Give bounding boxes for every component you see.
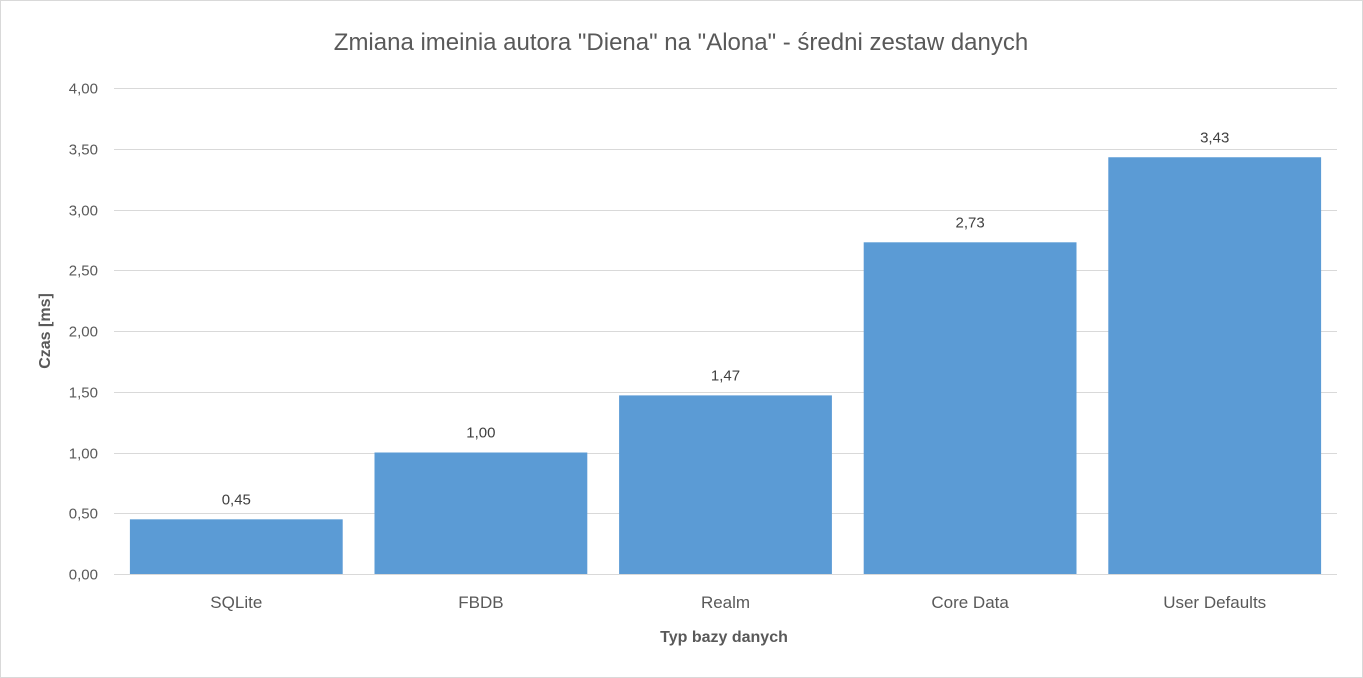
y-tick-label: 3,00 [69, 203, 98, 220]
y-tick-label: 0,00 [69, 567, 98, 584]
y-tick-label: 4,00 [69, 81, 98, 98]
y-tick-label: 3,50 [69, 142, 98, 159]
data-label: 1,47 [711, 367, 740, 384]
bar [129, 519, 343, 574]
y-tick-label: 0,50 [69, 506, 98, 523]
x-axis-categories: SQLite FBDB Realm Core Data User Defaults [210, 593, 1266, 612]
data-labels: 0,45 1,00 1,47 2,73 3,43 [222, 129, 1230, 508]
bar [619, 395, 832, 574]
y-tick-label: 1,50 [69, 385, 98, 402]
x-category-label: User Defaults [1163, 593, 1266, 612]
bar [374, 452, 588, 574]
bar [863, 242, 1077, 574]
x-category-label: Core Data [931, 593, 1009, 612]
x-category-label: FBDB [458, 593, 503, 612]
x-category-label: SQLite [210, 593, 262, 612]
chart-title: Zmiana imeinia autora "Diena" na "Alona"… [334, 29, 1028, 56]
x-axis-title: Typ bazy danych [660, 629, 788, 646]
bars [129, 157, 1322, 574]
data-label: 2,73 [955, 214, 984, 231]
bar [1108, 157, 1322, 574]
y-tick-label: 1,00 [69, 446, 98, 463]
y-tick-label: 2,50 [69, 263, 98, 280]
y-axis-ticks: 0,00 0,50 1,00 1,50 2,00 2,50 3,00 3,50 4,00 [69, 81, 98, 584]
y-tick-label: 2,00 [69, 324, 98, 341]
x-category-label: Realm [701, 593, 750, 612]
y-axis-title: Czas [ms] [37, 293, 54, 369]
data-label: 1,00 [466, 425, 495, 442]
data-label: 0,45 [222, 491, 251, 508]
data-label: 3,43 [1200, 129, 1229, 146]
